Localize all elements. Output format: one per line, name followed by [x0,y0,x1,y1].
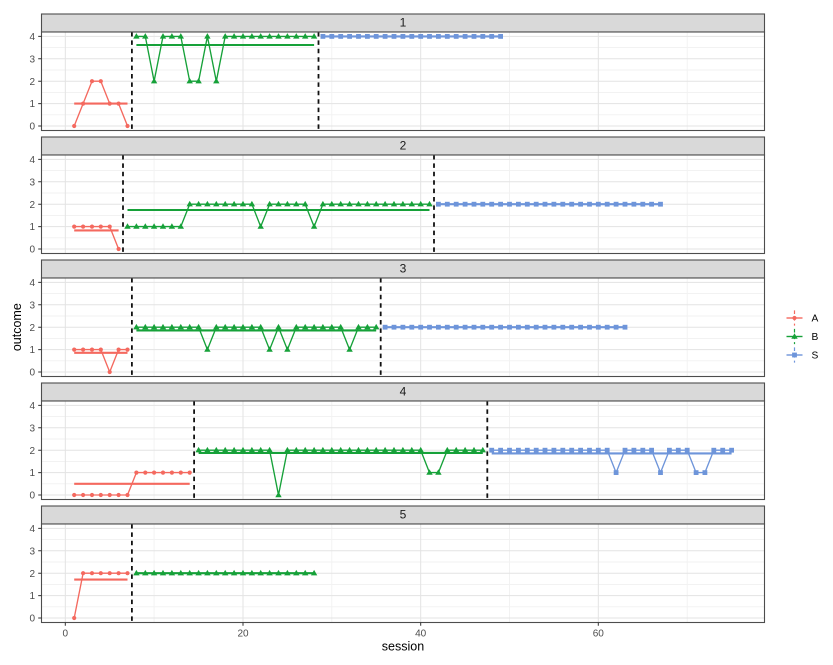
svg-text:0: 0 [29,368,35,379]
svg-text:3: 3 [29,177,35,188]
svg-text:1: 1 [400,15,407,29]
svg-text:3: 3 [400,261,407,275]
svg-text:2: 2 [400,138,407,152]
svg-text:session: session [382,640,424,654]
svg-text:3: 3 [29,300,35,311]
svg-text:A: A [812,314,819,325]
svg-text:0: 0 [29,245,35,256]
svg-text:4: 4 [400,384,407,398]
svg-text:4: 4 [29,155,35,166]
svg-text:3: 3 [29,54,35,65]
svg-text:40: 40 [415,629,427,640]
svg-text:3: 3 [29,546,35,557]
svg-text:1: 1 [29,468,35,479]
svg-text:B: B [812,332,819,343]
svg-text:0: 0 [29,122,35,133]
svg-text:1: 1 [29,345,35,356]
svg-text:60: 60 [593,629,605,640]
svg-text:4: 4 [29,32,35,43]
svg-text:2: 2 [29,77,35,88]
svg-text:4: 4 [29,278,35,289]
svg-text:2: 2 [29,200,35,211]
svg-text:1: 1 [29,99,35,110]
svg-text:2: 2 [29,323,35,334]
svg-text:4: 4 [29,401,35,412]
svg-text:2: 2 [29,569,35,580]
svg-text:2: 2 [29,446,35,457]
svg-text:0: 0 [63,629,69,640]
svg-text:1: 1 [29,591,35,602]
svg-text:3: 3 [29,423,35,434]
svg-text:4: 4 [29,524,35,535]
svg-text:0: 0 [29,491,35,502]
svg-text:1: 1 [29,222,35,233]
svg-text:5: 5 [400,507,407,521]
svg-text:20: 20 [237,629,249,640]
svg-text:0: 0 [29,614,35,625]
svg-text:outcome: outcome [10,303,24,351]
svg-text:S: S [812,351,819,362]
